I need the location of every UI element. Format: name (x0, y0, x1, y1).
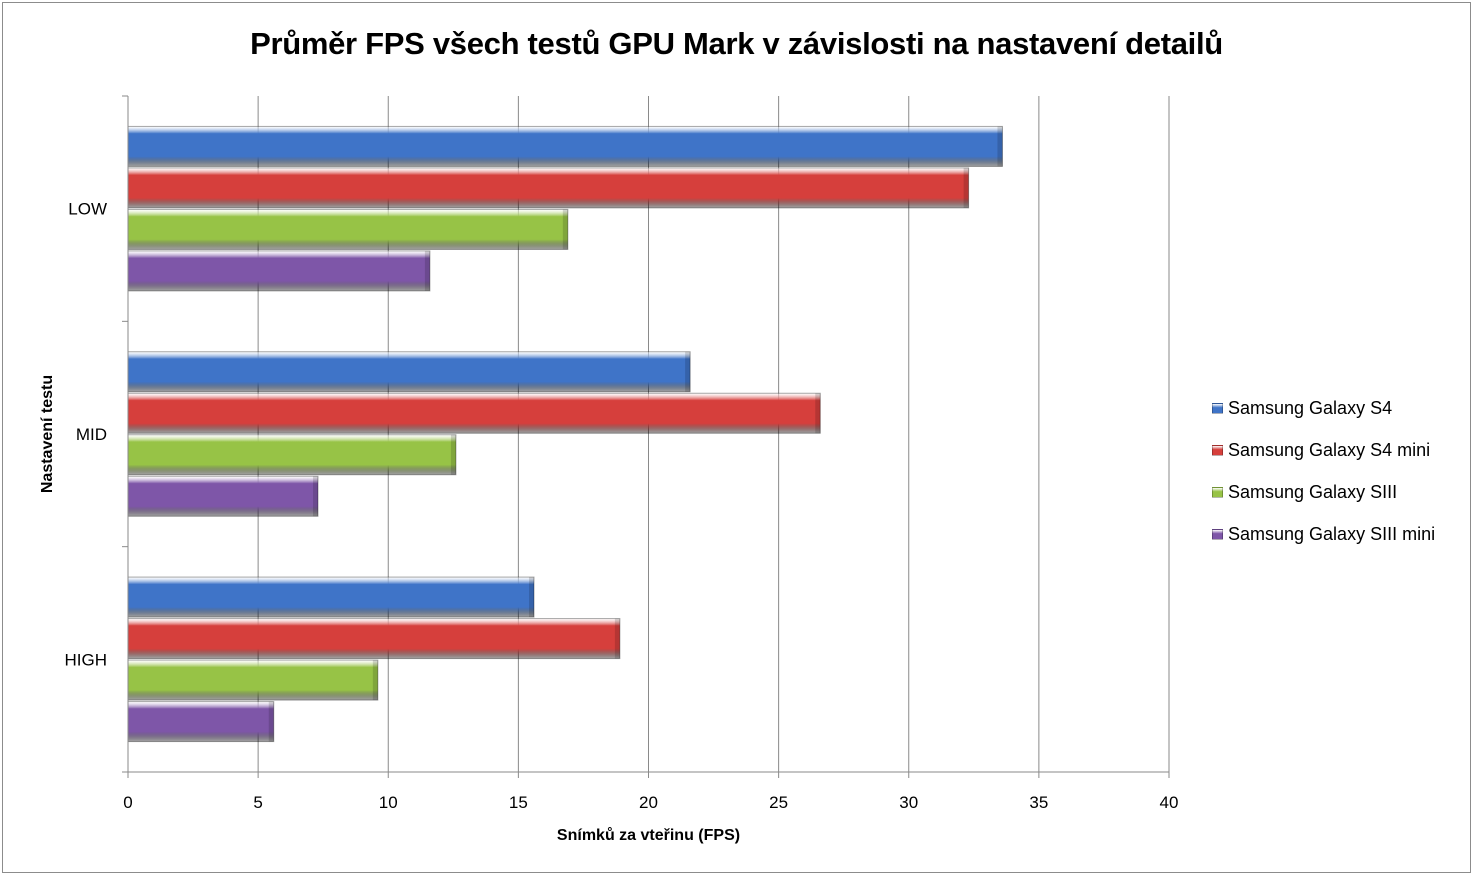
bar-mid-series-2 (127, 392, 821, 434)
x-tick-label: 40 (1160, 793, 1179, 812)
legend-swatch (1212, 487, 1223, 498)
bar-high-series-4 (127, 701, 275, 743)
bar-end-cap (312, 476, 318, 517)
bar-low-series-4 (127, 250, 431, 292)
legend-label: Samsung Galaxy S4 mini (1228, 440, 1431, 460)
x-tick-label: 35 (1029, 793, 1048, 812)
legend-label: Samsung Galaxy SIII (1228, 482, 1398, 502)
bar-high-series-1 (127, 576, 535, 618)
x-tick-label: 10 (379, 793, 398, 812)
legend-item: Samsung Galaxy S4 mini (1212, 440, 1462, 482)
bar-end-cap (815, 393, 821, 434)
bar-end-cap (562, 209, 568, 250)
legend-item: Samsung Galaxy S4 (1212, 398, 1462, 440)
x-tick-label: 20 (639, 793, 658, 812)
x-tick-label: 0 (123, 793, 132, 812)
x-tick-label: 25 (769, 793, 788, 812)
y-axis-title: Nastavení testu (39, 375, 56, 493)
bar-mid-series-1 (127, 351, 691, 393)
bar-end-cap (685, 351, 691, 392)
bar-end-cap (963, 167, 969, 208)
bar-low-series-2 (127, 167, 970, 209)
bar-high-series-2 (127, 618, 621, 660)
legend-item: Samsung Galaxy SIII mini (1212, 524, 1462, 566)
x-axis-title: Snímků za vteřinu (FPS) (557, 827, 740, 844)
legend-swatch (1212, 403, 1223, 414)
legend: Samsung Galaxy S4 Samsung Galaxy S4 mini S… (1212, 398, 1462, 566)
bar-end-cap (997, 126, 1003, 167)
bar-end-cap (424, 250, 430, 291)
legend-item: Samsung Galaxy SIII (1212, 482, 1462, 524)
chart-title: Průměr FPS všech testů GPU Mark v závisl… (250, 26, 1223, 61)
bar-end-cap (528, 577, 534, 618)
bar-end-cap (614, 618, 620, 659)
legend-label: Samsung Galaxy S4 (1228, 398, 1393, 418)
x-tick-label: 15 (509, 793, 528, 812)
bar-end-cap (268, 701, 274, 742)
bar-mid-series-3 (127, 434, 457, 476)
x-tick-label: 5 (253, 793, 262, 812)
bar-mid-series-4 (127, 475, 319, 517)
y-category-label: MID (76, 425, 107, 444)
legend-label: Samsung Galaxy SIII mini (1228, 524, 1436, 544)
x-tick-label: 30 (899, 793, 918, 812)
y-category-label: LOW (68, 200, 107, 219)
bar-high-series-3 (127, 659, 379, 701)
legend-swatch (1212, 529, 1223, 540)
legend-swatch (1212, 445, 1223, 456)
bar-end-cap (450, 434, 456, 475)
bar-end-cap (372, 660, 378, 701)
bar-low-series-3 (127, 208, 569, 250)
y-category-label: HIGH (65, 650, 108, 669)
bar-low-series-1 (127, 125, 1003, 167)
